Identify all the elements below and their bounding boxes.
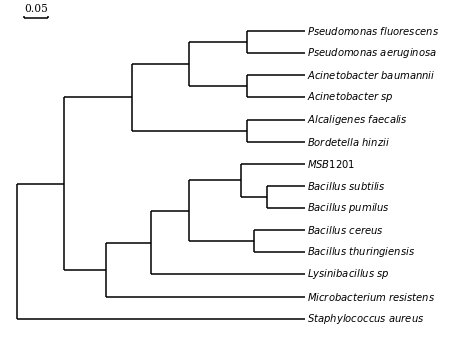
Text: $\it{Microbacterium\ resistens}$: $\it{Microbacterium\ resistens}$ [307, 290, 435, 303]
Text: $\it{Staphylococcus\ aureus}$: $\it{Staphylococcus\ aureus}$ [307, 312, 424, 326]
Text: $\it{Acinetobacter\ baumannii}$: $\it{Acinetobacter\ baumannii}$ [307, 69, 436, 81]
Text: $\it{Bacillus\ subtilis}$: $\it{Bacillus\ subtilis}$ [307, 180, 386, 192]
Text: $\it{MSB1201}$: $\it{MSB1201}$ [307, 158, 355, 170]
Text: $\it{Bacillus\ thuringiensis}$: $\it{Bacillus\ thuringiensis}$ [307, 245, 415, 259]
Text: $\it{Acinetobacter\ sp}$: $\it{Acinetobacter\ sp}$ [307, 90, 394, 104]
Text: 0.05: 0.05 [24, 4, 48, 14]
Text: $\it{Lysinibacillus\ sp}$: $\it{Lysinibacillus\ sp}$ [307, 268, 390, 281]
Text: $\it{Bacillus\ cereus}$: $\it{Bacillus\ cereus}$ [307, 224, 384, 236]
Text: $\it{Pseudomonas\ aeruginosa}$: $\it{Pseudomonas\ aeruginosa}$ [307, 46, 437, 60]
Text: $\it{Alcaligenes\ faecalis}$: $\it{Alcaligenes\ faecalis}$ [307, 113, 408, 127]
Text: $\it{Bacillus\ pumilus}$: $\it{Bacillus\ pumilus}$ [307, 201, 390, 215]
Text: $\it{Bordetella\ hinzii}$: $\it{Bordetella\ hinzii}$ [307, 136, 390, 148]
Text: $\it{Pseudomonas\ fluorescens}$: $\it{Pseudomonas\ fluorescens}$ [307, 25, 439, 37]
